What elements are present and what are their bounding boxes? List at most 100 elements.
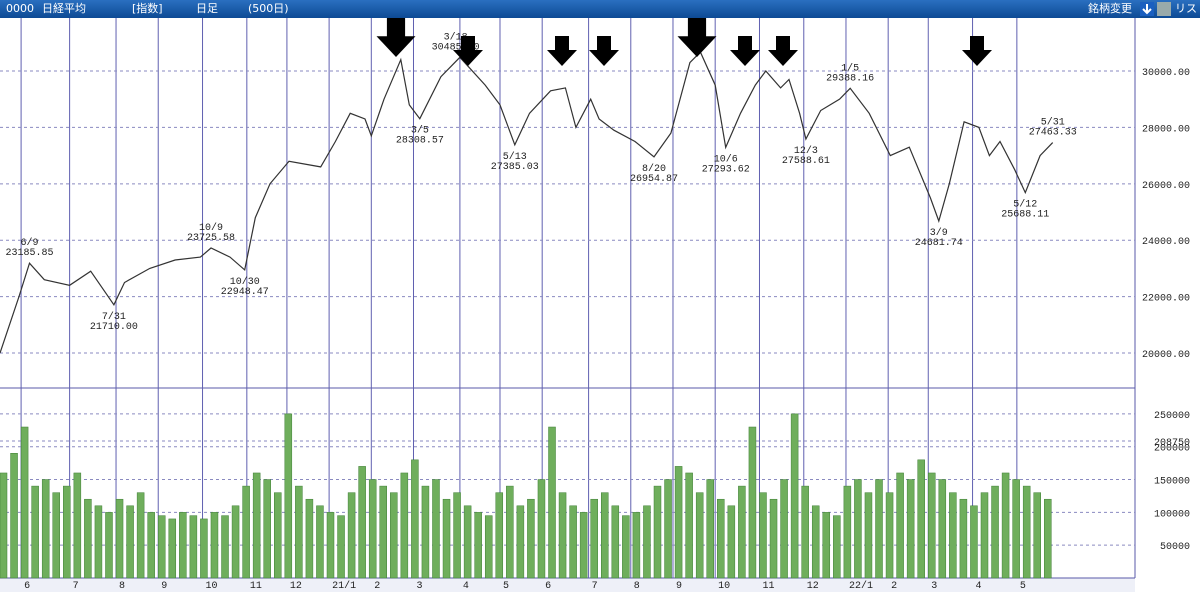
volume-bar [643, 505, 651, 579]
volume-bar [63, 485, 71, 579]
x-tick-label: 9 [676, 581, 682, 592]
volume-bar [295, 485, 303, 579]
annotation-value: 23185.85 [6, 248, 54, 259]
volume-bar [980, 492, 989, 579]
y-tick-label: 22000.00 [1142, 294, 1190, 305]
volume-bar [759, 492, 767, 579]
annotation-date: 8/20 [642, 163, 666, 175]
annotation-value: 23725.58 [187, 233, 235, 244]
volume-bar [822, 512, 831, 579]
x-tick-label: 11 [250, 581, 262, 592]
x-tick-label: 9 [161, 581, 167, 592]
volume-bar [368, 479, 377, 579]
down-icon [1142, 4, 1152, 15]
volume-bar [179, 512, 187, 579]
volume-bar [875, 479, 883, 579]
volume-bar [727, 505, 736, 579]
volume-bar [115, 498, 124, 579]
volume-bar [906, 479, 915, 579]
annotation-value: 27588.61 [782, 156, 830, 167]
x-tick-label: 22/1 [849, 580, 873, 592]
volume-bar [263, 479, 271, 579]
volume-bar [337, 515, 345, 579]
x-tick-label: 6 [24, 581, 30, 592]
arrow [677, 18, 717, 57]
volume-bar [516, 505, 525, 579]
arrow [547, 36, 577, 66]
volume-bar [569, 505, 577, 579]
volume-bar [1001, 472, 1010, 579]
x-tick-label: 7 [73, 581, 79, 592]
volume-bar [706, 479, 714, 579]
volume-bar [421, 485, 430, 579]
volume-bar [94, 505, 103, 579]
volume-bar [379, 485, 387, 579]
volume-bar [52, 492, 60, 579]
annotation-date: 3/5 [411, 125, 429, 137]
volume-bar [769, 498, 778, 579]
volume-bar [843, 485, 852, 579]
x-tick-label: 5 [503, 581, 509, 592]
up-button[interactable] [1157, 2, 1171, 16]
x-tick-label: 12 [807, 581, 819, 592]
y-tick-label: 200000 [1154, 444, 1190, 455]
arrow [730, 36, 760, 66]
annotation-value: 30485.00 [432, 42, 480, 53]
arrow [962, 36, 992, 66]
period: 日足 [196, 2, 218, 15]
volume-bar [305, 498, 314, 579]
volume-bar [506, 485, 514, 579]
volume-bar [432, 479, 440, 579]
volume-bar [632, 512, 641, 579]
volume-bar [780, 479, 788, 579]
annotation-date: 7/31 [102, 311, 126, 323]
volume-bar [252, 472, 261, 579]
volume-bar [1012, 479, 1020, 579]
annotation-value: 25688.11 [1001, 210, 1049, 221]
volume-bar [41, 479, 50, 579]
annotation-date: 10/30 [230, 276, 260, 288]
volume-bar [864, 492, 873, 579]
arrow [453, 36, 483, 66]
span: (500日) [248, 2, 289, 15]
volume-bar [611, 505, 620, 579]
y-tick-label: 28000.00 [1142, 124, 1190, 135]
volume-bar [959, 498, 968, 579]
annotation-date: 5/31 [1041, 117, 1065, 129]
code: 0000 [6, 2, 34, 15]
annotation-date: 5/13 [503, 151, 527, 163]
arrow [376, 18, 416, 57]
volume-bar [200, 518, 208, 579]
volume-bar [695, 492, 704, 579]
y-tick-label: 208750 [1154, 438, 1190, 449]
volume-bar [347, 492, 356, 579]
annotation-value: 27463.33 [1029, 128, 1077, 139]
annotation-value: 29388.16 [826, 73, 874, 84]
x-tick-label: 10 [718, 581, 730, 592]
volume-bar [548, 426, 556, 579]
x-tick-label: 3 [931, 581, 937, 592]
x-tick-label: 2 [374, 581, 380, 592]
y-tick-label: 30000.00 [1142, 68, 1190, 79]
volume-bar [833, 515, 841, 579]
y-tick-label: 50000 [1160, 542, 1190, 553]
x-tick-label: 4 [463, 581, 469, 592]
y-tick-label: 100000 [1154, 509, 1190, 520]
annotation-value: 26954.87 [630, 174, 678, 185]
y-tick-label: 20000.00 [1142, 350, 1190, 361]
change-button[interactable]: 銘柄変更 [1088, 1, 1132, 15]
x-tick-label: 11 [762, 581, 774, 592]
volume-bar [748, 426, 757, 579]
volume-bar [411, 459, 419, 579]
y-tick-label: 26000.00 [1142, 181, 1190, 192]
annotation-date: 12/3 [794, 145, 818, 157]
volume-bar [147, 512, 155, 579]
kind: [指数] [132, 1, 163, 15]
x-tick-label: 5 [1020, 581, 1026, 592]
volume-bar [400, 472, 409, 579]
name: 日経平均 [42, 2, 86, 15]
list-button[interactable]: リスト [1175, 2, 1200, 15]
arrow [768, 36, 798, 66]
